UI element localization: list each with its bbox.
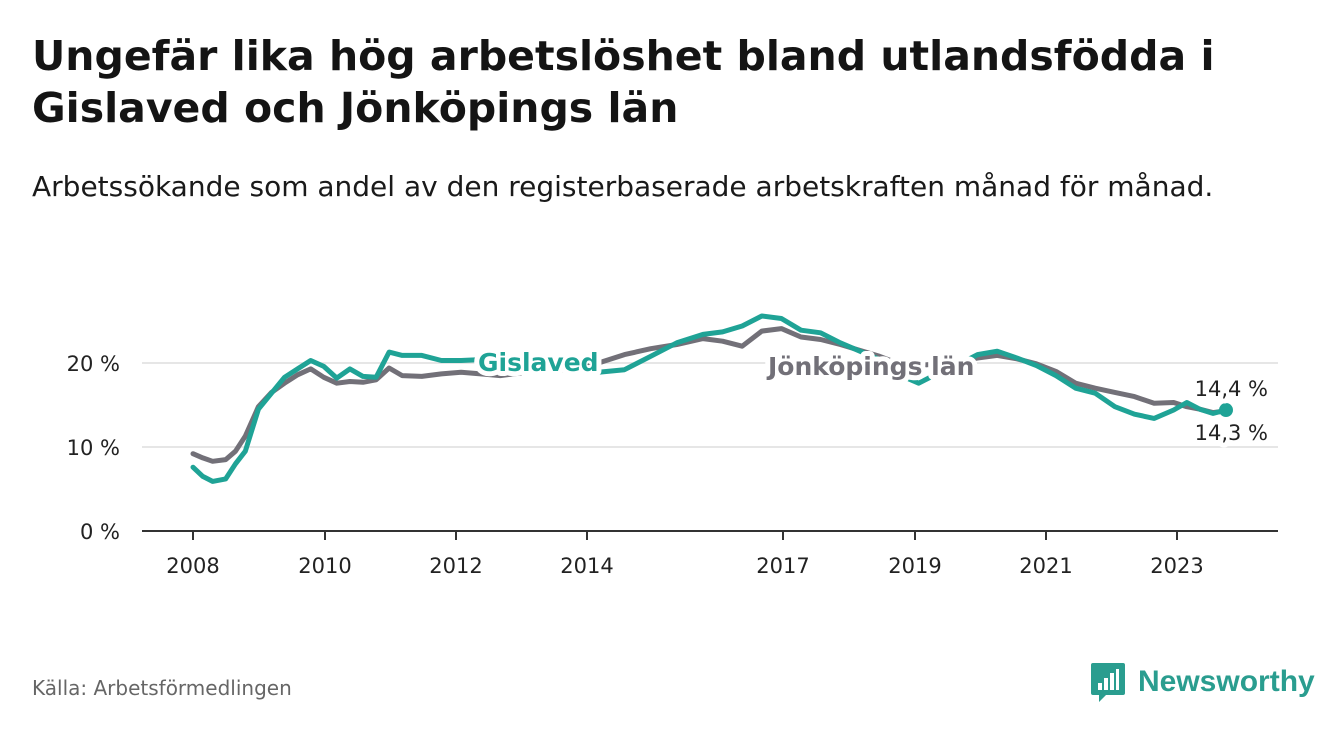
series-lines bbox=[190, 313, 1233, 484]
y-axis-ticks: 0 % 10 % 20 % bbox=[67, 352, 120, 544]
end-label-jonkoping-text: 14,3 % bbox=[1195, 421, 1268, 445]
series-label-gislaved-halo: Gislaved bbox=[478, 348, 599, 377]
end-label-jonkoping: 14,3 %14,3 % bbox=[1190, 416, 1273, 450]
end-label-gislaved-halo: 14,4 % bbox=[1195, 377, 1268, 401]
end-label-gislaved: 14,4 %14,4 % bbox=[1190, 372, 1273, 406]
brand-name: Newsworthy bbox=[1138, 665, 1315, 698]
chart-title: Ungefär lika hög arbetslöshet bland utla… bbox=[32, 32, 1215, 132]
series-line-jonkoping bbox=[190, 326, 1229, 464]
grid-lines bbox=[142, 362, 1278, 448]
series-label-jonkoping-text: Jönköpings län bbox=[766, 352, 974, 381]
y-tick-label: 0 % bbox=[80, 520, 120, 544]
source-note: Källa: Arbetsförmedlingen bbox=[32, 676, 292, 700]
x-tick-label: 2021 bbox=[1019, 554, 1072, 578]
brand-logo[interactable]: Newsworthy bbox=[1090, 660, 1315, 704]
x-tick-label: 2019 bbox=[888, 554, 941, 578]
x-axis: 2008 2010 2012 2014 2017 2019 2021 2023 bbox=[142, 530, 1278, 578]
x-tick-label: 2012 bbox=[429, 554, 482, 578]
x-tick-label: 2023 bbox=[1150, 554, 1203, 578]
x-tick-label: 2008 bbox=[166, 554, 219, 578]
bar-chart-logo-icon bbox=[1091, 663, 1125, 702]
x-tick-label: 2014 bbox=[560, 554, 613, 578]
series-line-gislaved bbox=[190, 313, 1229, 484]
end-label-jonkoping-halo: 14,3 % bbox=[1195, 421, 1268, 445]
x-tick-label: 2017 bbox=[756, 554, 809, 578]
y-tick-label: 20 % bbox=[67, 352, 120, 376]
series-end-dot-gislaved bbox=[1219, 403, 1233, 418]
end-label-gislaved-text: 14,4 % bbox=[1195, 377, 1268, 401]
y-tick-label: 10 % bbox=[67, 436, 120, 460]
line-chart: 0 % 10 % 20 % 2008 2010 2012 2014 2017 2019 2021… bbox=[67, 313, 1278, 578]
x-tick-label: 2010 bbox=[298, 554, 351, 578]
chart-subtitle: Arbetssökande som andel av den registerb… bbox=[32, 170, 1214, 203]
series-label-jonkoping-halo: Jönköpings län bbox=[766, 352, 974, 381]
series-label-gislaved-text: Gislaved bbox=[478, 348, 599, 377]
